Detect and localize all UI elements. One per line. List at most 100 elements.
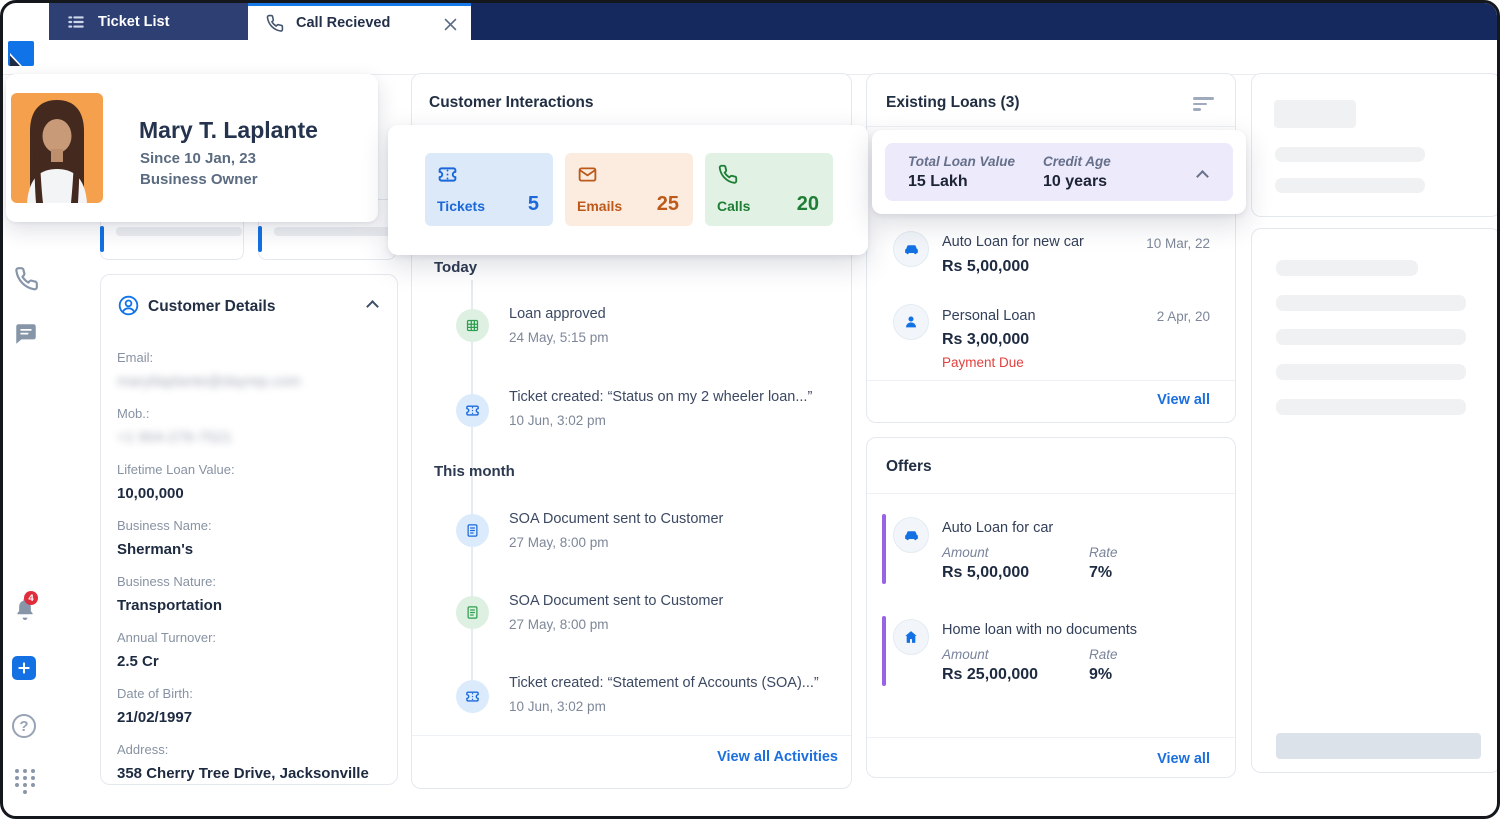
existing-loans-panel: Existing Loans (3) Auto Loan for new car… — [866, 73, 1236, 423]
offer-rate: 9% — [1089, 666, 1113, 683]
sidebar-chat-icon[interactable] — [13, 321, 39, 347]
tickets-count: 5 — [527, 193, 539, 215]
loan-summary-inner: Total Loan Value 15 Lakh Credit Age 10 y… — [885, 143, 1233, 201]
view-all-loans-link[interactable]: View all — [1157, 392, 1210, 408]
notification-badge: 4 — [24, 591, 38, 605]
timeline-item-title: Ticket created: “Statement of Accounts (… — [509, 675, 819, 691]
phone-icon — [718, 164, 738, 184]
help-button[interactable]: ? — [12, 714, 36, 738]
skeleton-panel-bottom — [1251, 228, 1497, 773]
sidebar-notifications[interactable]: 4 — [12, 591, 40, 626]
sort-icon[interactable] — [1193, 97, 1214, 111]
view-all-offers-link[interactable]: View all — [1157, 751, 1210, 767]
plus-icon — [18, 662, 30, 674]
offers-title: Offers — [886, 458, 932, 475]
timeline-group-today: Today — [434, 259, 478, 276]
collapse-chevron-icon[interactable] — [1196, 168, 1209, 186]
loan-date: 2 Apr, 20 — [1156, 309, 1210, 324]
timeline-item-time: 27 May, 8:00 pm — [509, 617, 609, 632]
offer-name: Auto Loan for car — [942, 520, 1054, 536]
sidebar-phone-icon[interactable] — [13, 266, 39, 292]
person-icon — [893, 304, 929, 340]
offer-amount: Rs 25,00,000 — [942, 666, 1039, 683]
tile-skeleton — [274, 227, 392, 236]
skeleton-bar — [1276, 295, 1466, 311]
car-icon — [893, 231, 929, 267]
skeleton-bar — [1275, 147, 1425, 162]
app-logo — [8, 41, 34, 66]
skeleton-button — [1276, 733, 1481, 759]
offers-panel: Offers Auto Loan for car Amount Rate Rs … — [866, 437, 1236, 778]
timeline-item-title: Ticket created: “Status on my 2 wheeler … — [509, 389, 813, 405]
list-icon — [68, 15, 84, 28]
field-email-value: marytlaplante@dayrep.com — [117, 373, 301, 390]
skeleton-panel-top — [1251, 73, 1497, 217]
apps-grid-button[interactable] — [15, 769, 39, 797]
loan-summary-card: Total Loan Value 15 Lakh Credit Age 10 y… — [872, 130, 1246, 214]
timeline-group-this-month: This month — [434, 463, 515, 480]
customer-details-title: Customer Details — [148, 298, 276, 315]
loan-amount: Rs 3,00,000 — [942, 331, 1030, 348]
field-email: Email: marytlaplante@dayrep.com — [117, 350, 383, 392]
calls-stat[interactable]: Calls 20 — [705, 153, 833, 226]
field-mobile: Mob.: +1 904-276-7521 — [117, 406, 383, 448]
field-business-nature: Business Nature: Transportation — [117, 574, 223, 614]
person-circle-icon — [118, 295, 139, 316]
timeline-item-time: 10 Jun, 3:02 pm — [509, 413, 606, 428]
customer-role: Business Owner — [140, 171, 258, 188]
loan-date: 10 Mar, 22 — [1146, 236, 1210, 251]
skeleton-bar — [1276, 329, 1466, 345]
timeline-item-time: 24 May, 5:15 pm — [509, 330, 609, 345]
field-annual-turnover: Annual Turnover: 2.5 Cr — [117, 630, 217, 670]
credit-age-value: 10 years — [1043, 173, 1108, 190]
customer-details-panel: Customer Details Email: marytlaplante@da… — [100, 274, 398, 785]
timeline-item-time: 10 Jun, 3:02 pm — [509, 699, 606, 714]
phone-icon — [266, 14, 284, 32]
interactions-title: Customer Interactions — [429, 94, 594, 111]
waffle-icon — [15, 769, 19, 773]
close-icon[interactable] — [442, 16, 459, 33]
offer-accent-bar — [882, 514, 886, 584]
timeline-item-title: SOA Document sent to Customer — [509, 511, 724, 527]
tickets-label: Tickets — [437, 198, 485, 214]
customer-profile-card: Mary T. Laplante Since 10 Jan, 23 Busine… — [6, 74, 378, 222]
add-button[interactable] — [12, 656, 36, 680]
emails-count: 25 — [656, 193, 679, 215]
mail-icon — [578, 167, 597, 182]
emails-label: Emails — [577, 198, 623, 214]
tab-ticket-list-label: Ticket List — [98, 13, 170, 30]
timeline-item-title: SOA Document sent to Customer — [509, 593, 724, 609]
divider — [867, 126, 1235, 127]
tab-call-received[interactable]: Call Recieved — [248, 3, 471, 40]
interaction-stats-card: Tickets 5 Emails 25 Calls 20 — [388, 125, 868, 255]
tab-ticket-list[interactable]: Ticket List — [49, 3, 248, 40]
view-all-activities-link[interactable]: View all Activities — [717, 749, 838, 765]
calls-count: 20 — [796, 193, 819, 215]
loan-amount: Rs 5,00,000 — [942, 258, 1030, 275]
amount-label: Amount — [942, 647, 989, 662]
tab-call-received-label: Call Recieved — [296, 15, 391, 31]
divider — [412, 735, 851, 736]
calls-label: Calls — [717, 198, 751, 214]
collapse-chevron-icon[interactable] — [366, 300, 379, 313]
offer-rate: 7% — [1089, 564, 1113, 581]
divider — [867, 380, 1235, 381]
timeline-item-title: Loan approved — [509, 306, 606, 322]
ticket-icon — [456, 394, 489, 427]
document-icon — [456, 596, 489, 629]
skeleton-bar — [1276, 399, 1466, 415]
loan-name: Personal Loan — [942, 308, 1036, 324]
amount-label: Amount — [942, 545, 989, 560]
car-icon — [893, 517, 929, 553]
ticket-icon — [438, 167, 457, 182]
tickets-stat[interactable]: Tickets 5 — [425, 153, 553, 226]
skeleton-block — [1274, 100, 1356, 128]
loan-name: Auto Loan for new car — [942, 234, 1084, 250]
divider — [867, 737, 1235, 738]
tile-accent — [258, 226, 262, 252]
total-loan-value: 15 Lakh — [908, 173, 968, 190]
offer-amount: Rs 5,00,000 — [942, 564, 1030, 581]
offer-accent-bar — [882, 616, 886, 686]
emails-stat[interactable]: Emails 25 — [565, 153, 693, 226]
